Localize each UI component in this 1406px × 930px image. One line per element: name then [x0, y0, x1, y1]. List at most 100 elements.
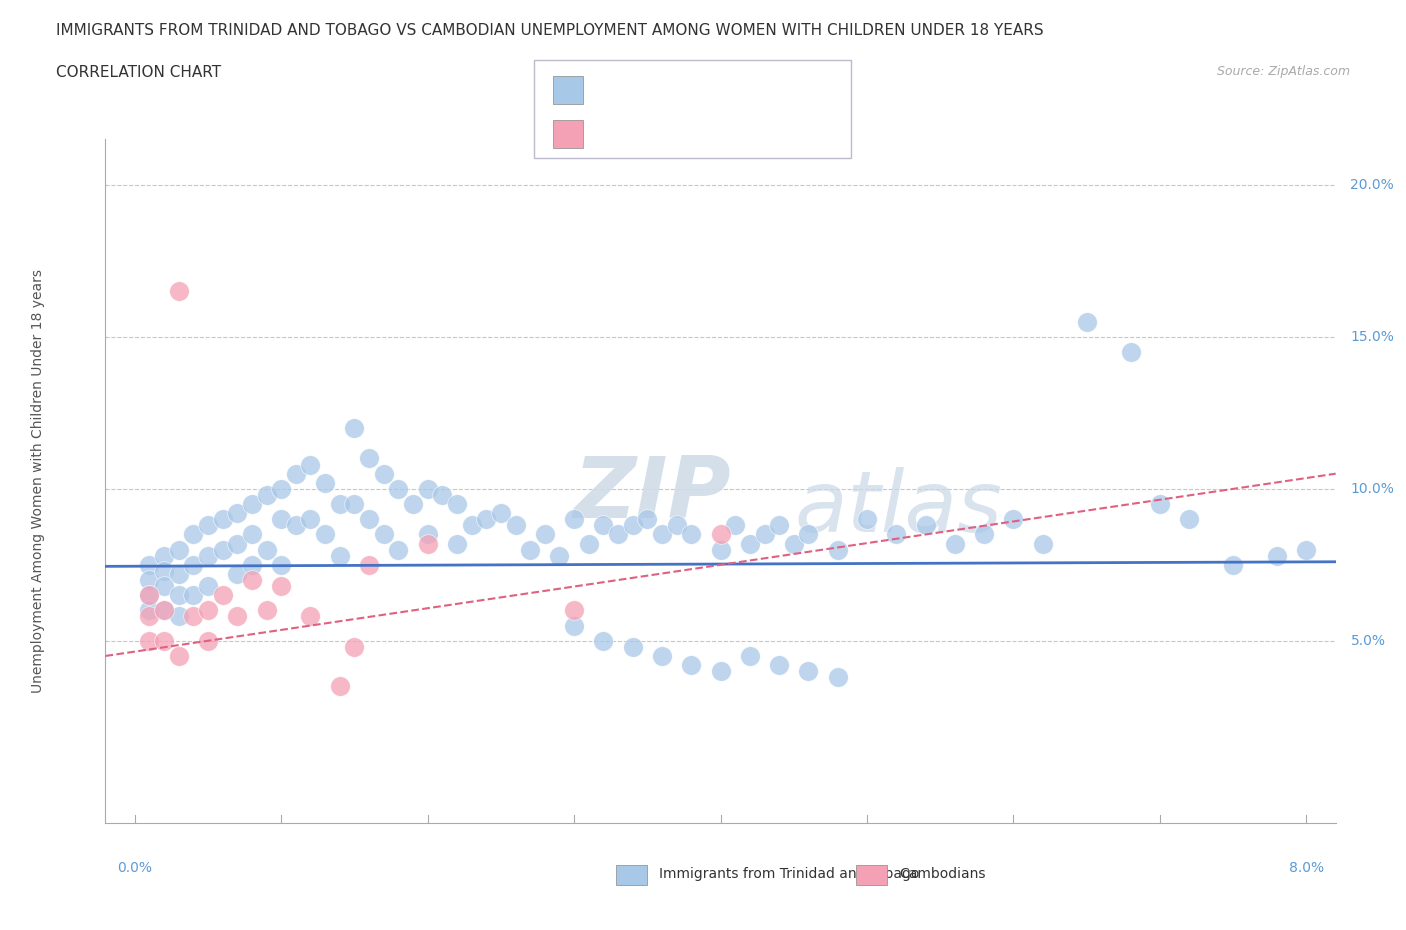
Point — [768, 518, 790, 533]
Text: 0.0%: 0.0% — [117, 860, 152, 874]
Point — [357, 557, 380, 572]
Text: 101: 101 — [728, 83, 759, 98]
Point — [138, 588, 160, 603]
Point — [651, 527, 673, 542]
Point — [592, 518, 614, 533]
Bar — [856, 866, 887, 884]
Point — [153, 549, 176, 564]
Point — [856, 512, 879, 526]
Text: 8.0%: 8.0% — [1289, 860, 1324, 874]
Text: 10.0%: 10.0% — [1350, 482, 1395, 496]
Point — [783, 536, 806, 551]
Point — [167, 542, 190, 557]
Text: R =: R = — [593, 126, 627, 141]
Point — [284, 518, 307, 533]
Point — [475, 512, 498, 526]
Point — [329, 549, 352, 564]
Point — [1002, 512, 1025, 526]
Point — [1295, 542, 1317, 557]
Point — [138, 603, 160, 618]
Point — [299, 512, 322, 526]
Point — [226, 536, 249, 551]
Point — [738, 536, 761, 551]
Point — [578, 536, 600, 551]
Point — [797, 664, 820, 679]
Point — [167, 648, 190, 663]
Point — [226, 566, 249, 581]
Text: IMMIGRANTS FROM TRINIDAD AND TOBAGO VS CAMBODIAN UNEMPLOYMENT AMONG WOMEN WITH C: IMMIGRANTS FROM TRINIDAD AND TOBAGO VS C… — [56, 23, 1043, 38]
Point — [738, 648, 761, 663]
Point — [489, 506, 512, 521]
Point — [636, 512, 658, 526]
Point — [1032, 536, 1054, 551]
Point — [973, 527, 995, 542]
Point — [562, 618, 585, 633]
Point — [153, 564, 176, 578]
Point — [357, 451, 380, 466]
Point — [1119, 345, 1142, 360]
Text: Source: ZipAtlas.com: Source: ZipAtlas.com — [1216, 65, 1350, 78]
Point — [534, 527, 557, 542]
Point — [827, 670, 849, 684]
Point — [548, 549, 571, 564]
Text: 22: 22 — [728, 126, 755, 141]
Point — [1222, 557, 1244, 572]
Point — [197, 518, 219, 533]
Text: N =: N = — [693, 126, 727, 141]
Point — [256, 487, 278, 502]
Point — [197, 633, 219, 648]
Point — [665, 518, 688, 533]
Point — [357, 512, 380, 526]
Point — [373, 466, 395, 481]
Text: Immigrants from Trinidad and Tobago: Immigrants from Trinidad and Tobago — [659, 868, 920, 882]
Point — [446, 497, 468, 512]
Point — [827, 542, 849, 557]
Point — [183, 557, 205, 572]
Point — [138, 609, 160, 624]
Point — [270, 512, 292, 526]
Point — [211, 512, 233, 526]
Text: Unemployment Among Women with Children Under 18 years: Unemployment Among Women with Children U… — [31, 270, 45, 693]
Point — [153, 603, 176, 618]
Text: 15.0%: 15.0% — [1350, 330, 1395, 344]
Point — [416, 527, 439, 542]
Point — [314, 527, 336, 542]
Point — [153, 633, 176, 648]
Point — [138, 557, 160, 572]
Point — [387, 482, 409, 497]
Point — [1076, 314, 1098, 329]
Point — [562, 512, 585, 526]
Point — [240, 527, 263, 542]
Point — [197, 603, 219, 618]
Point — [724, 518, 747, 533]
Point — [329, 497, 352, 512]
Point — [505, 518, 527, 533]
Point — [387, 542, 409, 557]
Point — [416, 482, 439, 497]
Point — [270, 557, 292, 572]
Text: Cambodians: Cambodians — [898, 868, 986, 882]
Point — [681, 658, 703, 672]
Point — [197, 578, 219, 593]
Point — [240, 497, 263, 512]
Point — [256, 603, 278, 618]
Point — [709, 664, 731, 679]
Point — [681, 527, 703, 542]
Point — [197, 549, 219, 564]
Point — [256, 542, 278, 557]
Point — [709, 542, 731, 557]
Point — [167, 284, 190, 299]
Text: 0.016: 0.016 — [628, 83, 676, 98]
Point — [211, 542, 233, 557]
Point — [402, 497, 425, 512]
Point — [432, 487, 454, 502]
Point — [299, 609, 322, 624]
Point — [1265, 549, 1288, 564]
Point — [183, 588, 205, 603]
Text: N =: N = — [693, 83, 727, 98]
Point — [167, 609, 190, 624]
Point — [797, 527, 820, 542]
Text: 20.0%: 20.0% — [1350, 178, 1395, 193]
Point — [153, 603, 176, 618]
Point — [886, 527, 908, 542]
